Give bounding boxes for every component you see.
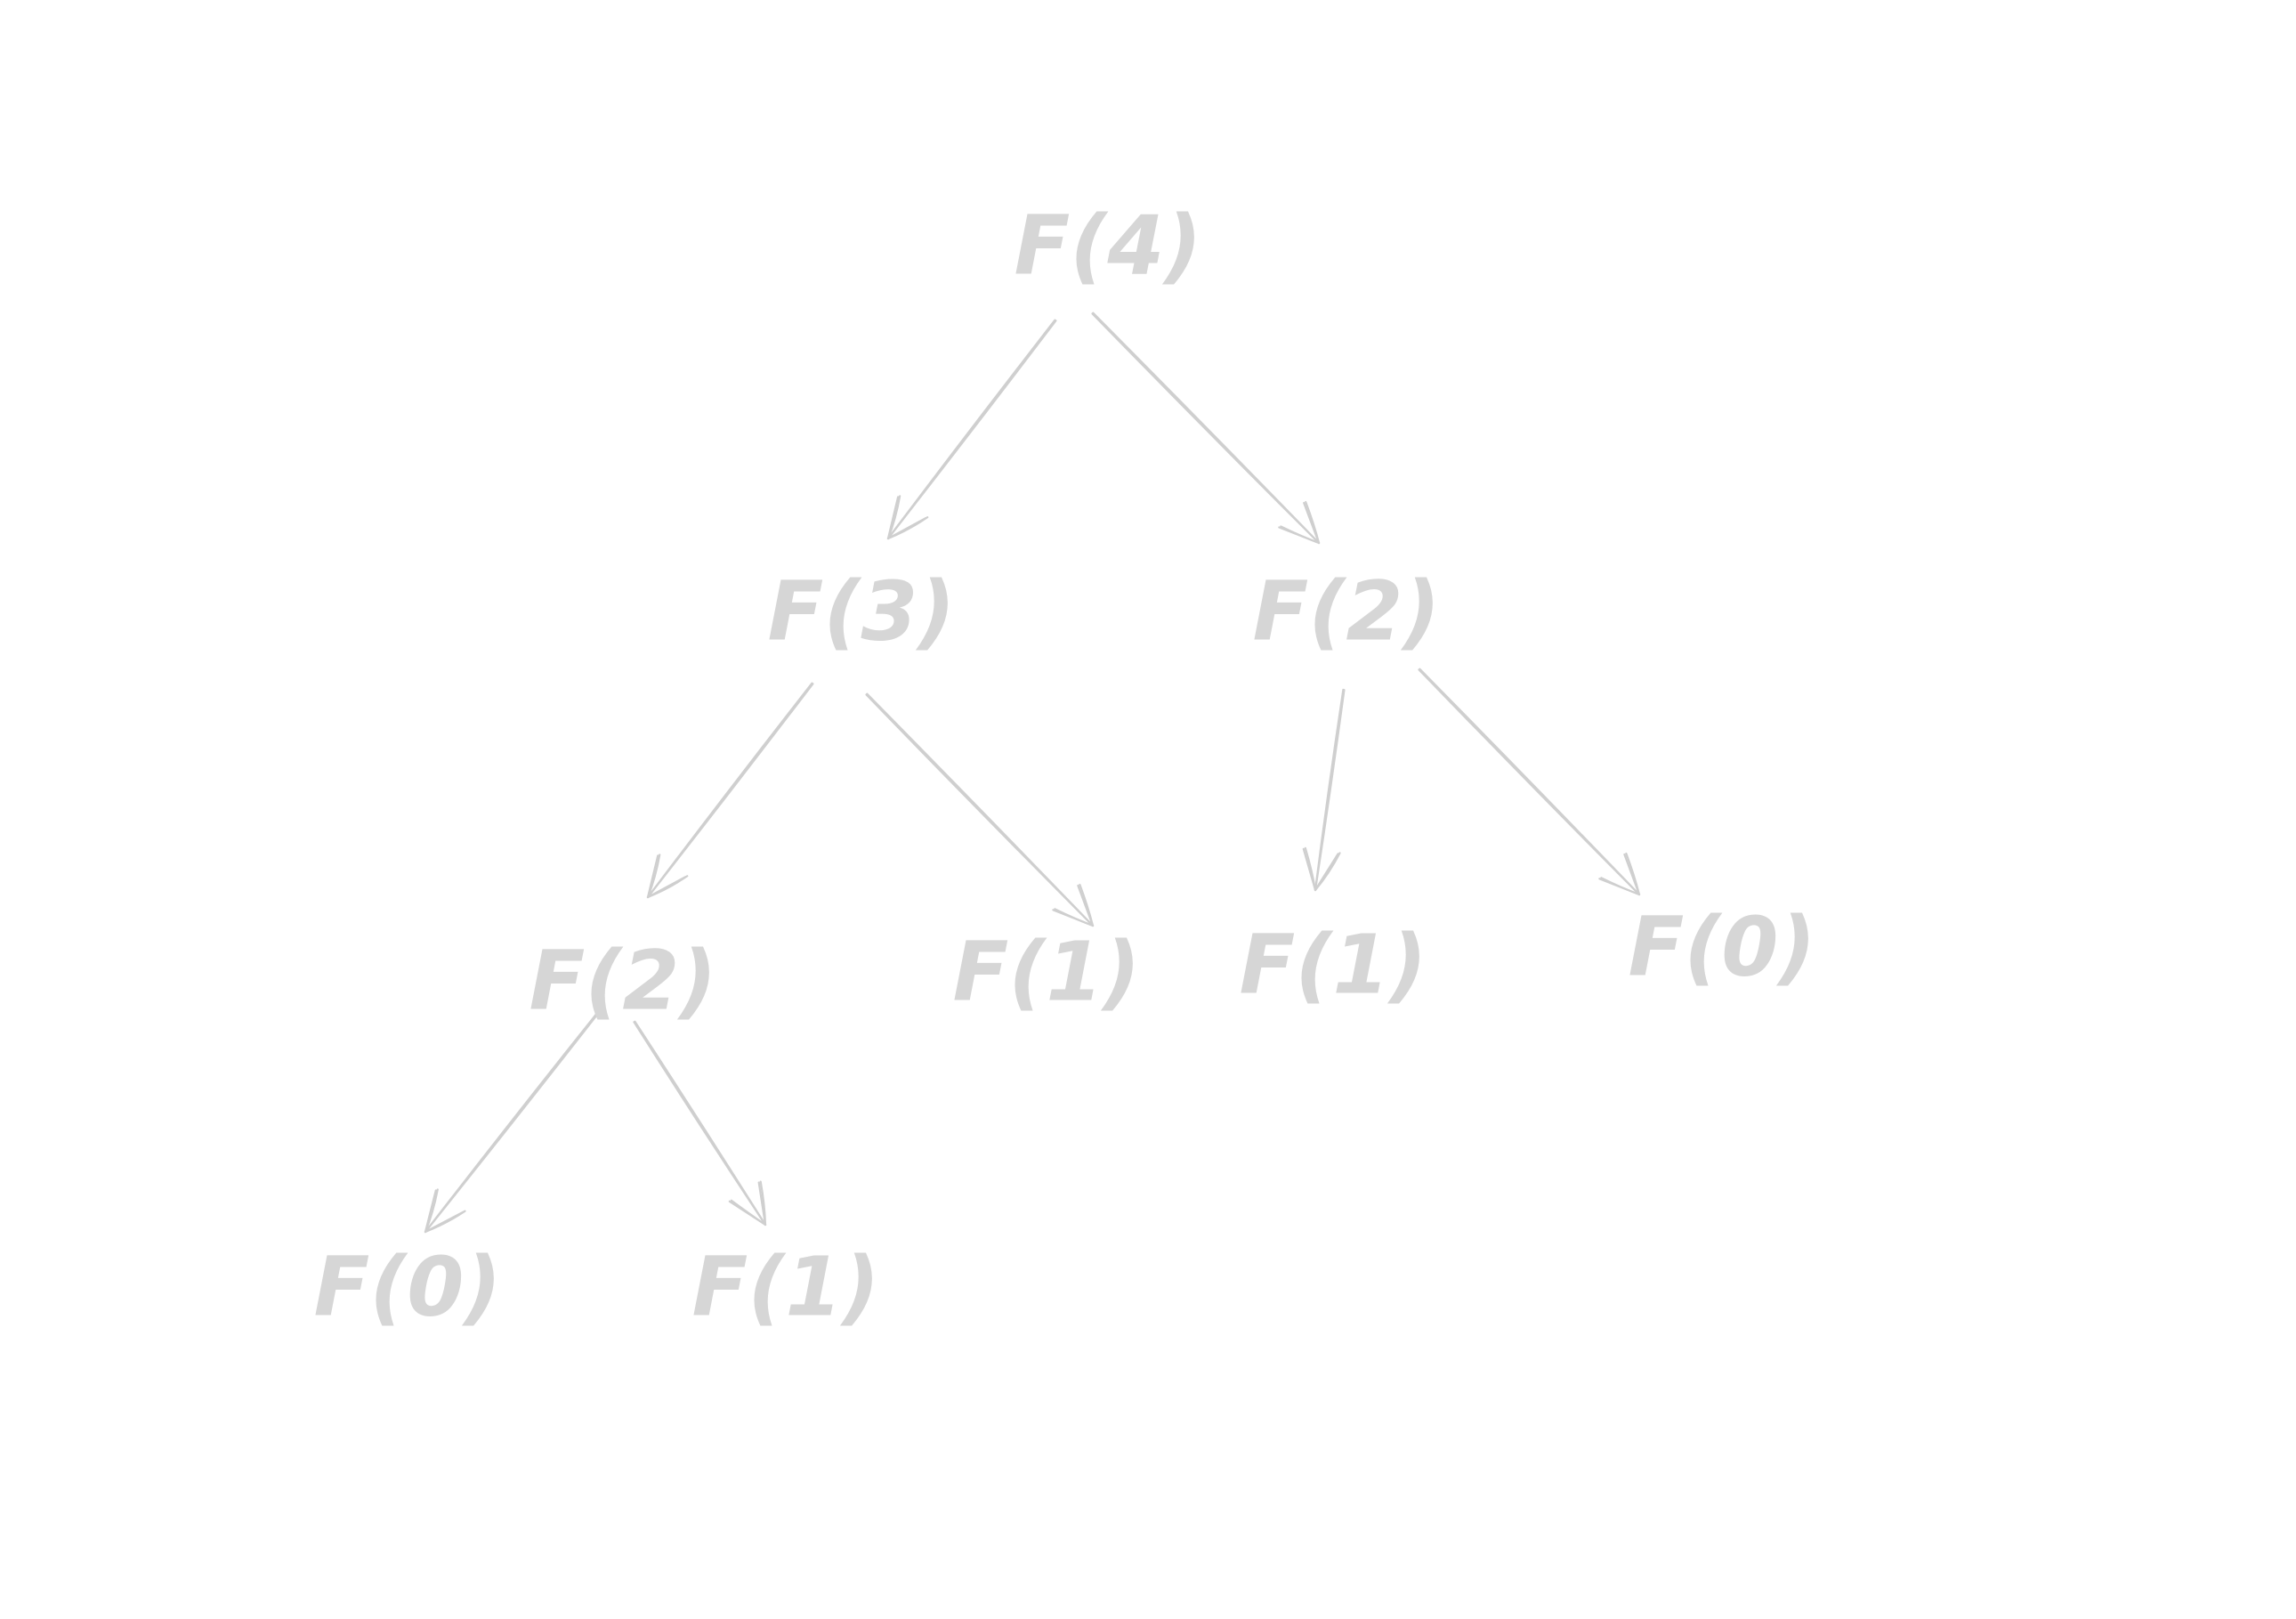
edge-arrow-n1-n3	[646, 682, 814, 899]
tree-node-n4: F(1)	[953, 924, 1141, 1019]
arrowhead-icon	[646, 875, 689, 899]
tree-node-n2: F(2)	[1253, 563, 1441, 659]
arrowhead-icon	[886, 495, 901, 540]
edge-shaft	[424, 1012, 600, 1234]
arrowhead-icon	[1305, 500, 1321, 545]
edge-shaft	[1092, 312, 1321, 545]
arrowhead-icon	[1304, 846, 1317, 892]
tree-node-n3: F(2)	[530, 933, 717, 1028]
edge-shaft	[634, 1020, 767, 1226]
edges-layer	[424, 312, 1641, 1234]
edge-arrow-n0-n1	[886, 319, 1057, 540]
tree-node-n0: F(4)	[1015, 198, 1202, 293]
arrowhead-icon	[1625, 852, 1641, 896]
tree-node-n5: F(1)	[1240, 917, 1427, 1012]
tree-node-n6: F(0)	[1629, 899, 1816, 994]
arrowhead-icon	[1054, 908, 1095, 927]
arrowhead-icon	[646, 854, 661, 899]
arrowhead-icon	[759, 1180, 767, 1226]
edge-arrow-n1-n4	[865, 692, 1095, 927]
edge-arrow-n0-n2	[1091, 312, 1321, 545]
edge-arrow-n2-n5	[1302, 688, 1346, 892]
arrowhead-icon	[730, 1199, 767, 1226]
edge-arrow-n3-n8	[633, 1020, 767, 1226]
arrowhead-icon	[424, 1210, 466, 1234]
nodes-layer: F(4) F(3) F(2) F(2) F(1) F(1) F(0) F(0) F(1)	[314, 198, 1816, 1334]
edge-shaft	[1419, 668, 1641, 896]
arrowhead-icon	[1314, 852, 1341, 892]
edge-shaft	[1314, 688, 1346, 892]
edge-shaft	[646, 683, 814, 899]
edge-shaft	[866, 692, 1095, 927]
arrowhead-icon	[886, 516, 929, 540]
tree-node-n1: F(3)	[768, 563, 956, 659]
arrowhead-icon	[1079, 883, 1095, 927]
edge-shaft	[886, 320, 1057, 540]
arrowhead-icon	[1600, 877, 1641, 896]
tree-node-n8: F(1)	[692, 1239, 880, 1334]
edge-arrow-n3-n7	[424, 1011, 600, 1234]
arrowhead-icon	[1280, 525, 1321, 545]
arrowhead-icon	[424, 1188, 439, 1234]
edge-arrow-n2-n6	[1418, 668, 1641, 896]
tree-node-n7: F(0)	[314, 1239, 502, 1334]
